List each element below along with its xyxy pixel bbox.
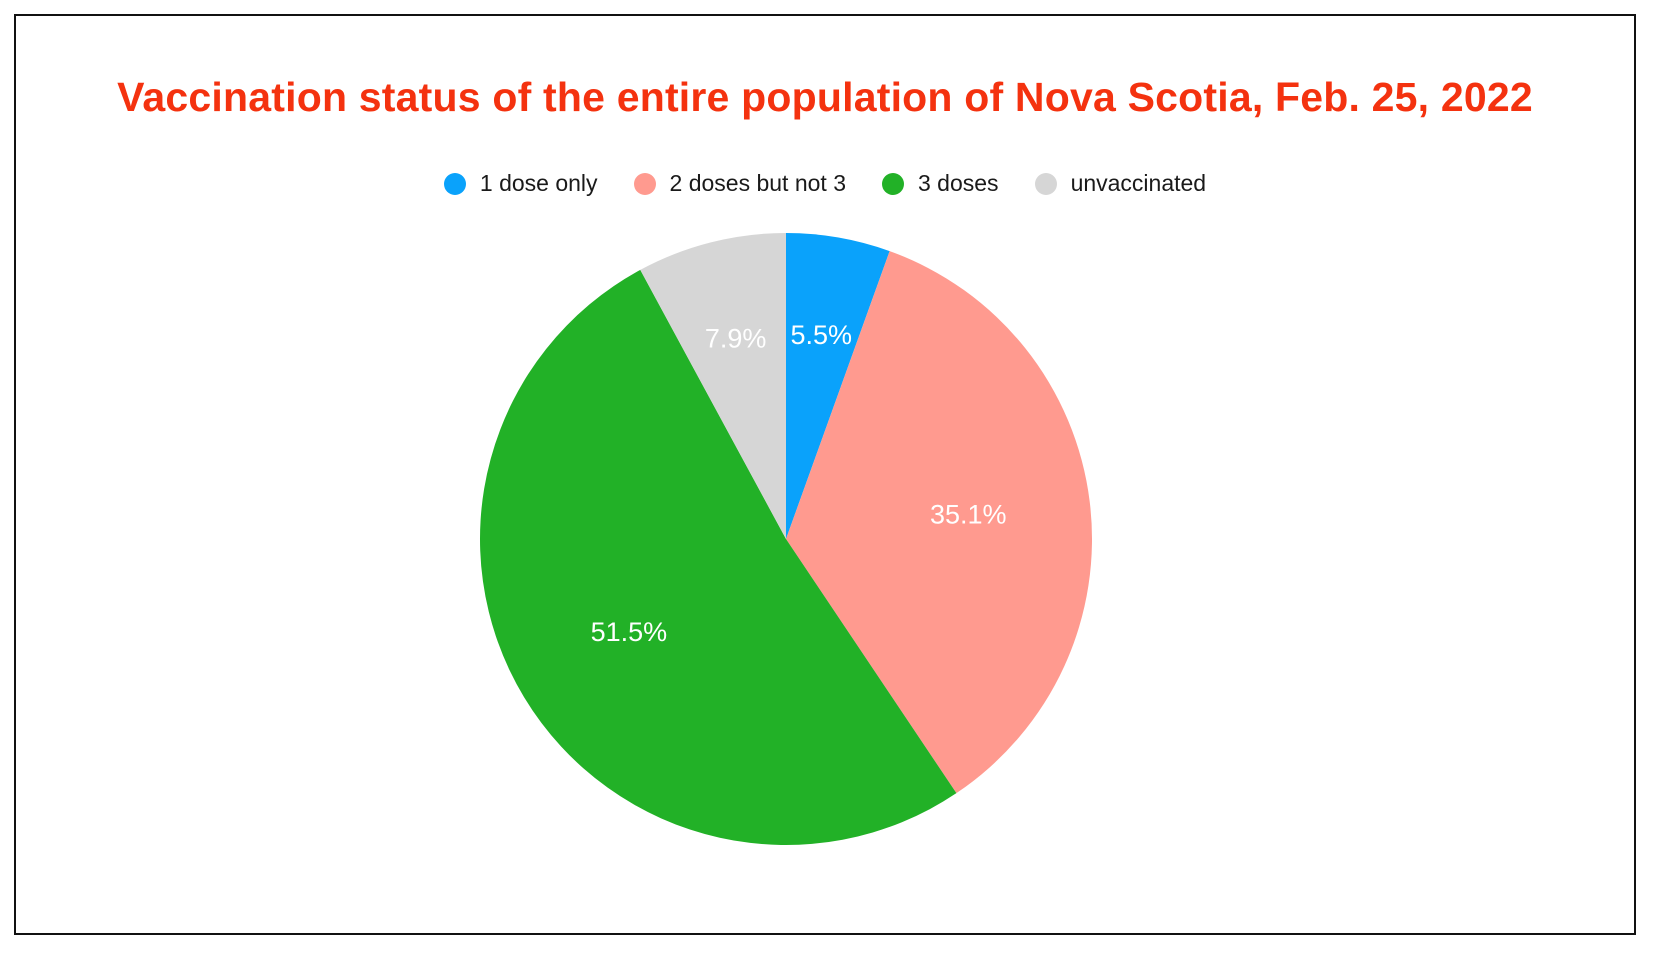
legend-label-1-dose-only: 1 dose only xyxy=(479,170,598,196)
legend-item-1-dose-only[interactable]: 1 dose only xyxy=(443,170,598,197)
slice-label-2-doses-but-not-3: 35.1% xyxy=(930,500,1007,530)
pie-slice-1-dose-only[interactable] xyxy=(786,233,890,539)
legend-label-2-doses: 2 doses but not 3 xyxy=(669,170,846,196)
legend-item-unvaccinated[interactable]: unvaccinated xyxy=(1034,170,1207,197)
legend-swatch-unvaccinated xyxy=(1034,172,1057,195)
pie-chart: 5.5% 35.1% 51.5% 7.9% xyxy=(479,233,1092,845)
legend: 1 dose only 2 doses but not 3 3 doses un… xyxy=(16,170,1634,197)
pie-slice-2-doses-but-not-3[interactable] xyxy=(786,251,1092,794)
legend-label-unvaccinated: unvaccinated xyxy=(1070,170,1207,196)
chart-frame: Vaccination status of the entire populat… xyxy=(14,14,1636,935)
legend-label-3-doses: 3 doses xyxy=(918,170,999,196)
legend-swatch-3-doses xyxy=(882,172,904,195)
slice-label-unvaccinated: 7.9% xyxy=(705,323,767,353)
legend-item-2-doses[interactable]: 2 doses but not 3 xyxy=(633,170,846,197)
legend-item-3-doses[interactable]: 3 doses xyxy=(882,170,999,197)
pie-slice-unvaccinated[interactable] xyxy=(640,233,786,539)
slice-label-3-doses: 51.5% xyxy=(591,617,668,647)
chart-title: Vaccination status of the entire populat… xyxy=(117,74,1533,120)
pie-slice-3-doses[interactable] xyxy=(479,269,957,845)
legend-swatch-1-dose-only xyxy=(443,172,466,195)
slice-label-1-dose-only: 5.5% xyxy=(790,320,852,350)
legend-swatch-2-doses xyxy=(633,172,656,195)
